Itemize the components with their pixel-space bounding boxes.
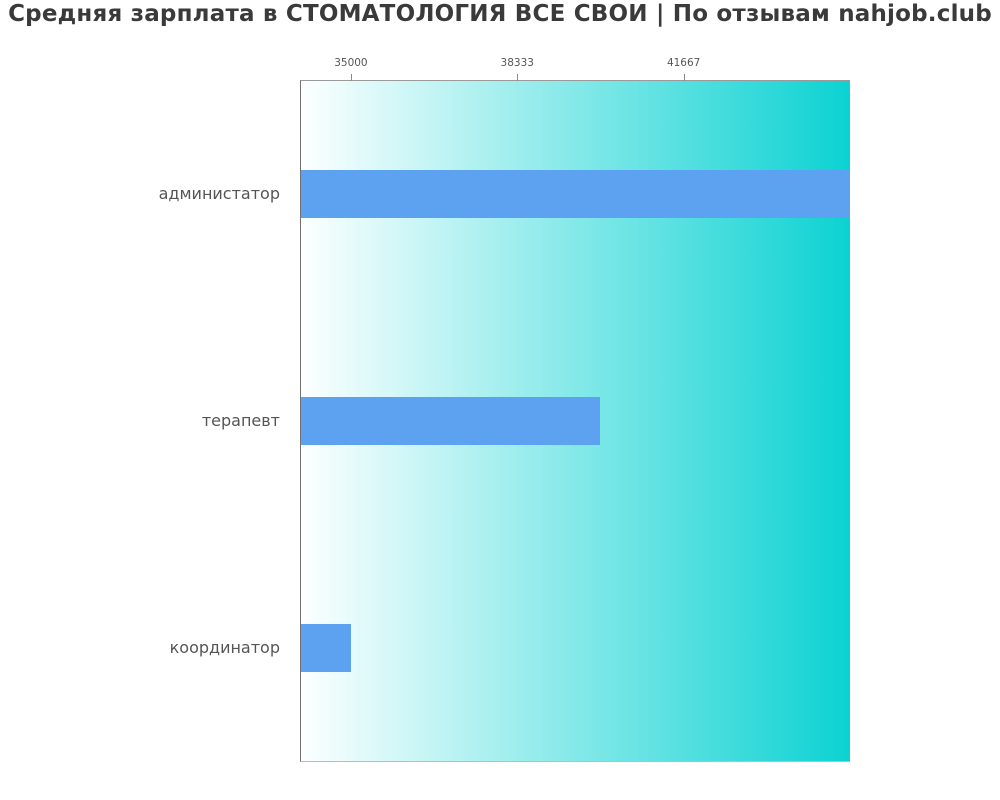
x-tick-mark [683,74,685,81]
bar-администатор [301,170,850,219]
bar-терапевт [301,397,601,445]
x-tick-label: 41667 [666,57,701,69]
category-label: администатор [158,183,280,203]
x-tick-label: 38333 [500,57,534,69]
category-label: координатор [169,638,280,658]
chart-title: Средняя зарплата в СТОМАТОЛОГИЯ ВСЕ СВОИ… [8,1,992,27]
x-tick-label: 35000 [334,57,368,69]
bar-координатор [301,623,351,672]
x-tick-mark [517,74,519,81]
category-label: терапевт [201,411,280,430]
y-axis-category-labels: администатор терапевт координатор [0,80,290,762]
plot-area: 35000 38333 41667 [300,57,850,762]
x-tick-mark [350,74,352,81]
